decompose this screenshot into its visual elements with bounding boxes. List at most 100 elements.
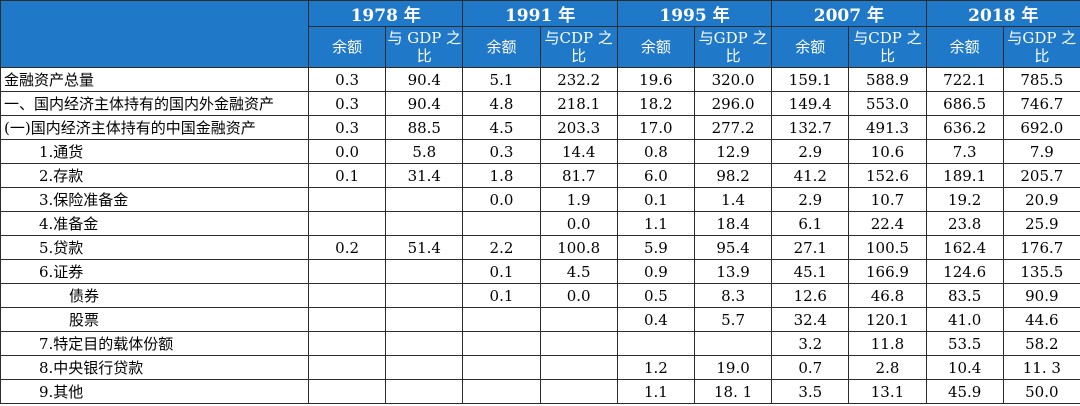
value-cell: 11.8 [848, 331, 927, 356]
value-cell: 5.9 [616, 235, 695, 260]
value-cell [307, 331, 387, 356]
value-cell: 1.2 [616, 355, 695, 380]
value-cell [385, 355, 464, 380]
value-cell: 149.4 [771, 91, 850, 116]
value-cell [539, 355, 618, 380]
value-cell: 4.5 [539, 259, 618, 284]
value-cell: 189.1 [925, 163, 1004, 188]
value-cell: 5.8 [385, 139, 464, 164]
value-cell: 41.2 [771, 163, 850, 188]
year-header: 1991 年 [462, 0, 618, 27]
value-cell: 18.4 [693, 211, 773, 236]
value-cell: 0.3 [307, 91, 387, 116]
value-cell: 0.0 [539, 283, 618, 308]
value-cell: 0.5 [616, 283, 695, 308]
row-label: 金融资产总量 [0, 67, 309, 92]
value-cell [616, 331, 695, 356]
value-cell: 1.9 [539, 187, 618, 212]
year-header: 2018 年 [925, 0, 1080, 27]
value-cell: 32.4 [771, 307, 850, 332]
value-cell: 10.7 [848, 187, 927, 212]
value-cell: 686.5 [925, 91, 1004, 116]
row-label: 2.存款 [0, 163, 309, 188]
gdp-ratio-subheader: 与CDP 之比 [848, 26, 927, 68]
value-cell: 27.1 [771, 235, 850, 260]
value-cell: 203.3 [539, 115, 618, 140]
value-cell [307, 283, 387, 308]
value-cell: 17.0 [616, 115, 695, 140]
value-cell: 23.8 [925, 211, 1004, 236]
value-cell [539, 331, 618, 356]
balance-subheader: 余额 [307, 26, 387, 68]
value-cell [385, 259, 464, 284]
value-cell [462, 307, 541, 332]
table-header: 1978 年 1991 年 1995 年 2007 年 2018 年 余额与 GDP 之… [0, 0, 1080, 68]
value-cell: 120.1 [848, 307, 927, 332]
value-cell: 19.2 [925, 187, 1004, 212]
value-cell: 491.3 [848, 115, 927, 140]
gdp-ratio-subheader: 与GDP 之比 [1002, 26, 1080, 68]
value-cell [385, 331, 464, 356]
value-cell [385, 283, 464, 308]
value-cell: 0.1 [307, 163, 387, 188]
value-cell: 98.2 [693, 163, 773, 188]
value-cell: 320.0 [693, 67, 773, 92]
value-cell: 13.1 [848, 379, 927, 404]
row-label: 9.其他 [0, 379, 309, 404]
value-cell: 162.4 [925, 235, 1004, 260]
value-cell: 166.9 [848, 259, 927, 284]
value-cell [307, 211, 387, 236]
row-label: 4.准备金 [0, 211, 309, 236]
value-cell: 1.1 [616, 211, 695, 236]
value-cell: 10.4 [925, 355, 1004, 380]
value-cell: 746.7 [1002, 91, 1080, 116]
value-cell: 4.8 [462, 91, 541, 116]
value-cell: 12.6 [771, 283, 850, 308]
value-cell [307, 307, 387, 332]
value-cell: 100.8 [539, 235, 618, 260]
table-row: 一、国内经济主体持有的国内外金融资产 0.3 90.4 4.8 218.1 18.2 296… [0, 91, 1080, 116]
value-cell: 0.1 [462, 283, 541, 308]
value-cell: 2.9 [771, 187, 850, 212]
table-row: 1.通货 0.0 5.8 0.3 14.4 0.8 12.9 2.9 10.6 7.3 7.9 [0, 139, 1080, 164]
value-cell [385, 211, 464, 236]
value-cell [462, 379, 541, 404]
value-cell: 1.8 [462, 163, 541, 188]
row-label: 5.贷款 [0, 235, 309, 260]
value-cell: 22.4 [848, 211, 927, 236]
table-row: 9.其他 1.1 18. 1 3.5 13.1 45.9 50.0 [0, 379, 1080, 404]
table-row: 5.贷款 0.2 51.4 2.2 100.8 5.9 95.4 27.1 100.5 162.4… [0, 235, 1080, 260]
table-row: 金融资产总量 0.3 90.4 5.1 232.2 19.6 320.0 159.1 588.9… [0, 67, 1080, 92]
value-cell: 31.4 [385, 163, 464, 188]
value-cell [693, 331, 773, 356]
table-row: 4.准备金 0.0 1.1 18.4 6.1 22.4 23.8 25.9 [0, 211, 1080, 236]
value-cell [307, 187, 387, 212]
value-cell: 135.5 [1002, 259, 1080, 284]
value-cell: 0.2 [307, 235, 387, 260]
value-cell: 2.9 [771, 139, 850, 164]
value-cell: 6.1 [771, 211, 850, 236]
value-cell: 4.5 [462, 115, 541, 140]
value-cell: 7.9 [1002, 139, 1080, 164]
value-cell: 25.9 [1002, 211, 1080, 236]
value-cell: 232.2 [539, 67, 618, 92]
value-cell [539, 379, 618, 404]
balance-subheader: 余额 [925, 26, 1004, 68]
table-row: 8.中央银行贷款 1.2 19.0 0.7 2.8 10.4 11. 3 [0, 355, 1080, 380]
value-cell: 88.5 [385, 115, 464, 140]
year-header: 2007 年 [771, 0, 927, 27]
value-cell [307, 355, 387, 380]
value-cell: 205.7 [1002, 163, 1080, 188]
value-cell: 12.9 [693, 139, 773, 164]
value-cell: 1.1 [616, 379, 695, 404]
value-cell: 90.4 [385, 91, 464, 116]
value-cell: 2.2 [462, 235, 541, 260]
value-cell: 218.1 [539, 91, 618, 116]
balance-subheader: 余额 [462, 26, 541, 68]
value-cell: 50.0 [1002, 379, 1080, 404]
balance-subheader: 余额 [616, 26, 695, 68]
balance-subheader: 余额 [771, 26, 850, 68]
value-cell: 45.1 [771, 259, 850, 284]
value-cell [385, 187, 464, 212]
row-label: 股票 [0, 307, 309, 332]
